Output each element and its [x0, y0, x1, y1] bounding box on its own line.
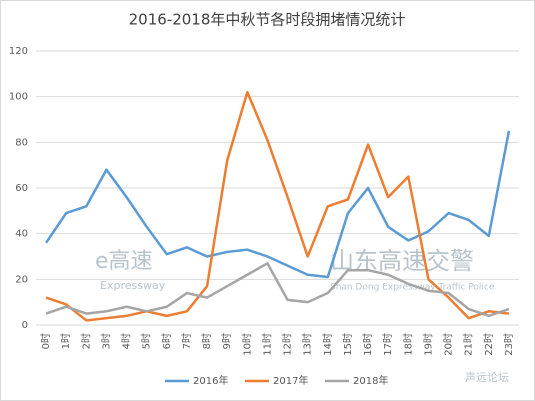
- x-tick-label: 8时: [201, 333, 213, 349]
- x-tick-label: 20时: [443, 333, 455, 356]
- x-tick-label: 0时: [40, 333, 52, 349]
- y-tick-label: 20: [15, 274, 28, 285]
- x-tick-label: 19时: [422, 333, 434, 356]
- x-tick-label: 12时: [282, 333, 294, 356]
- x-tick-label: 3时: [100, 333, 112, 349]
- legend-label: 2016年: [193, 374, 228, 387]
- chart-title: 2016-2018年中秋节各时段拥堵情况统计: [129, 11, 406, 29]
- y-tick-label: 100: [9, 92, 28, 103]
- y-tick-label: 80: [15, 137, 28, 148]
- x-tick-label: 9时: [221, 333, 233, 349]
- legend-label: 2017年: [273, 374, 308, 387]
- series-line: [45, 130, 511, 279]
- watermark: e高速: [95, 249, 153, 274]
- x-tick-label: 15时: [342, 333, 354, 356]
- series-line: [45, 262, 510, 318]
- x-tick-label: 18时: [402, 333, 414, 356]
- series-line: [45, 90, 510, 322]
- x-tick-label: 23时: [503, 333, 515, 356]
- watermark: Shan Dong Expressway Traffic Police: [330, 283, 495, 293]
- y-tick-label: 60: [15, 183, 28, 194]
- x-tick-label: 2时: [80, 333, 92, 349]
- x-tick-label: 22时: [483, 333, 495, 356]
- x-tick-label: 21时: [463, 333, 475, 356]
- x-tick-label: 10时: [241, 333, 253, 356]
- x-tick-label: 7时: [181, 333, 193, 349]
- y-tick-label: 40: [15, 229, 28, 240]
- x-tick-label: 5时: [141, 333, 153, 349]
- watermark: 声远论坛: [465, 370, 509, 384]
- x-tick-label: 1时: [60, 333, 72, 349]
- y-tick-label: 0: [22, 320, 28, 331]
- x-tick-label: 17时: [382, 333, 394, 356]
- y-tick-label: 120: [9, 46, 28, 57]
- x-tick-label: 11时: [261, 333, 273, 356]
- legend-label: 2018年: [353, 374, 388, 387]
- watermark: Expressway: [100, 279, 166, 292]
- x-tick-label: 6时: [161, 333, 173, 349]
- x-tick-label: 13时: [302, 333, 314, 356]
- x-tick-label: 14时: [322, 333, 334, 356]
- x-tick-label: 16时: [362, 333, 374, 356]
- x-tick-label: 4时: [121, 333, 133, 349]
